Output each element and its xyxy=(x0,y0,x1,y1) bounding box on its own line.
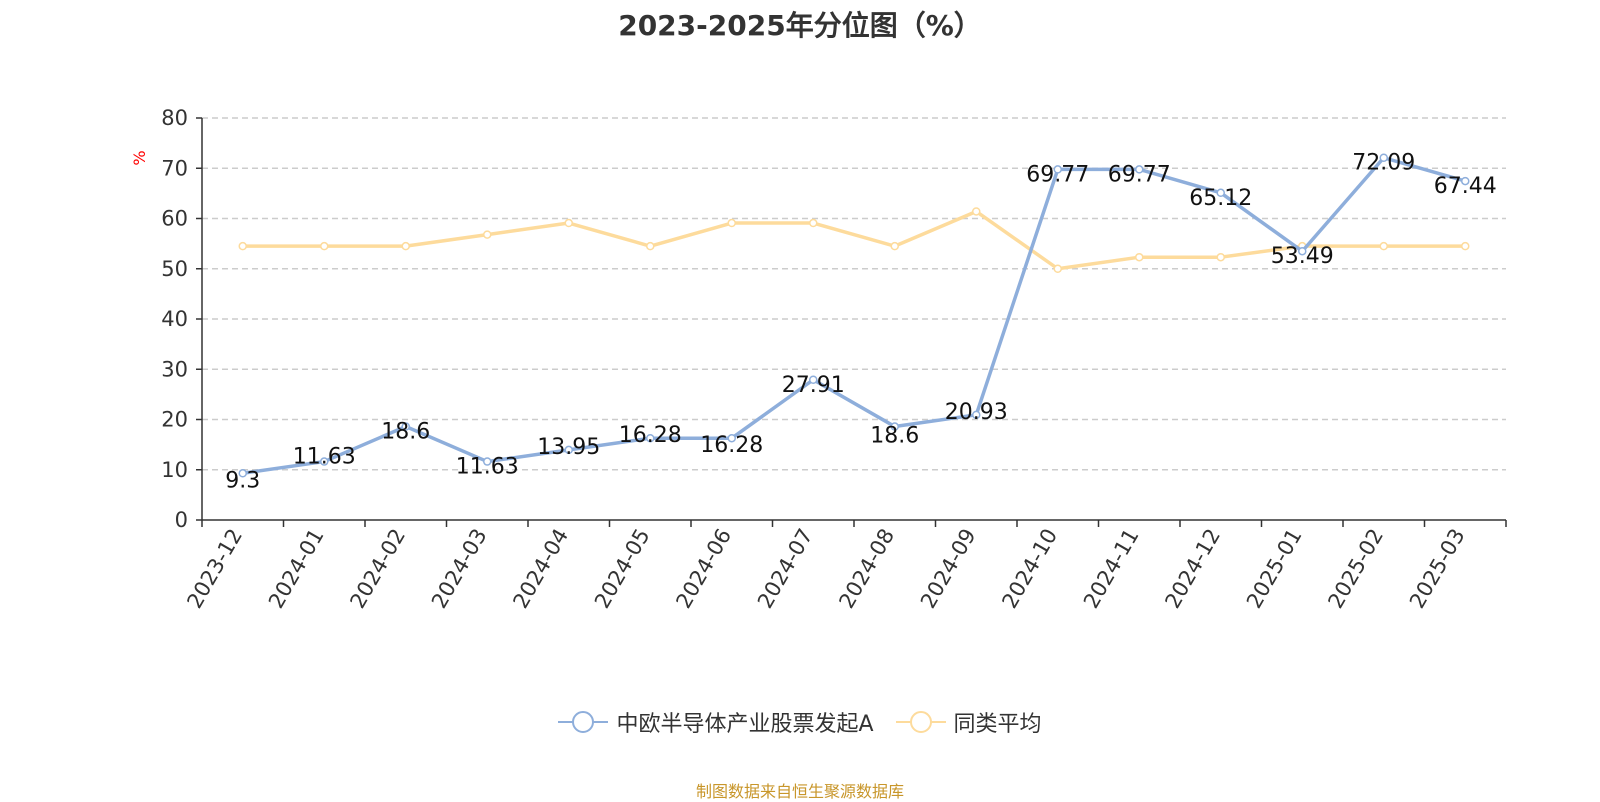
data-point-series2 xyxy=(1135,252,1144,262)
data-label-series1: 20.93 xyxy=(945,400,1008,425)
legend: 中欧半导体产业股票发起A 同类平均 xyxy=(0,706,1600,738)
data-label-series1: 65.12 xyxy=(1189,186,1252,211)
y-tick-label: 60 xyxy=(161,207,188,231)
data-point-series2 xyxy=(972,207,981,216)
chart-title: 2023-2025年分位图（%） xyxy=(618,9,982,42)
x-tick-label: 2024-07 xyxy=(753,525,818,613)
y-tick-label: 40 xyxy=(161,307,188,331)
data-point-series1 xyxy=(483,457,492,466)
series-line-2 xyxy=(242,209,1466,271)
data-point-series2 xyxy=(1216,252,1225,262)
legend-item-series2[interactable]: 同类平均 xyxy=(895,706,1042,738)
data-label-series1: 69.77 xyxy=(1108,162,1171,187)
data-point-series1 xyxy=(238,469,247,478)
x-tick-label: 2024-09 xyxy=(916,525,981,613)
data-point-series2 xyxy=(1379,241,1388,251)
data-point-series2 xyxy=(727,218,736,228)
axis-layer: 0 10 20 30 40 50 60 70 80% 2023-12 2024-01 2024-02 2… xyxy=(130,106,1507,613)
series-line-1 xyxy=(242,155,1466,475)
y-tick-label: 70 xyxy=(161,156,188,180)
data-point-series1 xyxy=(1298,246,1307,256)
data-point-series1 xyxy=(727,433,736,443)
y-tick-label: 0 xyxy=(175,508,188,532)
data-label-series1: 69.77 xyxy=(1026,162,1089,187)
data-label-series1: 13.95 xyxy=(537,435,600,460)
y-tick-label: 10 xyxy=(161,458,188,482)
data-point-series1 xyxy=(890,422,899,431)
data-point-series2 xyxy=(401,241,410,251)
data-point-series2 xyxy=(646,241,655,251)
legend-marker-series1 xyxy=(558,711,609,733)
x-tick-label: 2024-05 xyxy=(590,525,655,613)
x-tick-label: 2023-12 xyxy=(182,525,247,613)
x-tick-label: 2024-03 xyxy=(427,525,492,613)
data-point-series2 xyxy=(564,218,573,228)
x-tick-label: 2025-02 xyxy=(1323,525,1388,613)
series-layer xyxy=(238,153,1470,478)
data-point-series1 xyxy=(1461,176,1470,186)
data-point-series1 xyxy=(809,375,818,385)
data-point-series1 xyxy=(972,410,981,420)
data-point-series1 xyxy=(564,445,573,455)
grid-layer xyxy=(202,117,1506,471)
data-label-series1: 16.28 xyxy=(700,433,763,458)
x-tick-label: 2024-06 xyxy=(671,525,736,613)
y-tick-label: 50 xyxy=(161,257,188,281)
data-point-series2 xyxy=(1053,264,1062,273)
data-point-series1 xyxy=(1135,165,1144,174)
data-label-series1: 18.6 xyxy=(870,424,919,449)
data-point-series1 xyxy=(1379,153,1388,162)
label-layer: 9.3 11.63 18.6 11.63 13.95 16.28 16.28 27.91 18.… xyxy=(225,151,1496,494)
x-tick-label: 2024-08 xyxy=(834,525,899,613)
data-label-series1: 11.63 xyxy=(456,455,519,480)
legend-label-series1: 中欧半导体产业股票发起A xyxy=(616,712,874,737)
x-tick-label: 2024-04 xyxy=(508,525,573,613)
x-tick-label: 2024-10 xyxy=(997,525,1062,613)
x-tick-label: 2024-01 xyxy=(264,525,329,613)
data-label-series1: 72.09 xyxy=(1352,151,1415,176)
y-axis-label: % xyxy=(130,150,149,165)
data-label-series1: 67.44 xyxy=(1434,174,1497,199)
y-tick-label: 20 xyxy=(161,408,188,432)
y-tick-label: 30 xyxy=(161,357,188,381)
data-point-series2 xyxy=(483,230,492,239)
data-point-series1 xyxy=(320,457,329,466)
data-label-series1: 9.3 xyxy=(225,468,260,493)
x-tick-label: 2024-11 xyxy=(1079,525,1144,613)
data-point-series2 xyxy=(890,241,899,251)
legend-marker-series2 xyxy=(895,711,946,733)
data-point-series1 xyxy=(1216,188,1225,198)
data-point-series2 xyxy=(809,218,818,228)
line-chart: 0 10 20 30 40 50 60 70 80% 2023-12 2024-01 2024-02 2… xyxy=(130,106,1507,613)
x-tick-label: 2025-01 xyxy=(1242,525,1307,613)
data-point-series2 xyxy=(1461,241,1470,251)
data-label-series1: 16.28 xyxy=(619,423,682,448)
data-label-series1: 27.91 xyxy=(782,373,845,398)
source-note: 制图数据来自恒生聚源数据库 xyxy=(695,782,904,801)
x-tick-label: 2024-02 xyxy=(345,525,410,613)
x-tick-label: 2024-12 xyxy=(1160,525,1225,613)
data-point-series1 xyxy=(1053,165,1062,174)
legend-label-series2: 同类平均 xyxy=(953,712,1042,737)
x-tick-label: 2025-03 xyxy=(1405,525,1470,613)
y-tick-label: 80 xyxy=(161,106,188,130)
data-point-series1 xyxy=(646,433,655,443)
data-label-series1: 53.49 xyxy=(1271,244,1334,269)
data-point-series2 xyxy=(320,241,329,251)
data-point-series2 xyxy=(238,241,247,251)
data-label-series1: 18.6 xyxy=(381,420,430,445)
data-point-series1 xyxy=(401,422,410,431)
legend-item-series1[interactable]: 中欧半导体产业股票发起A xyxy=(558,706,874,738)
data-label-series1: 11.63 xyxy=(293,445,356,470)
